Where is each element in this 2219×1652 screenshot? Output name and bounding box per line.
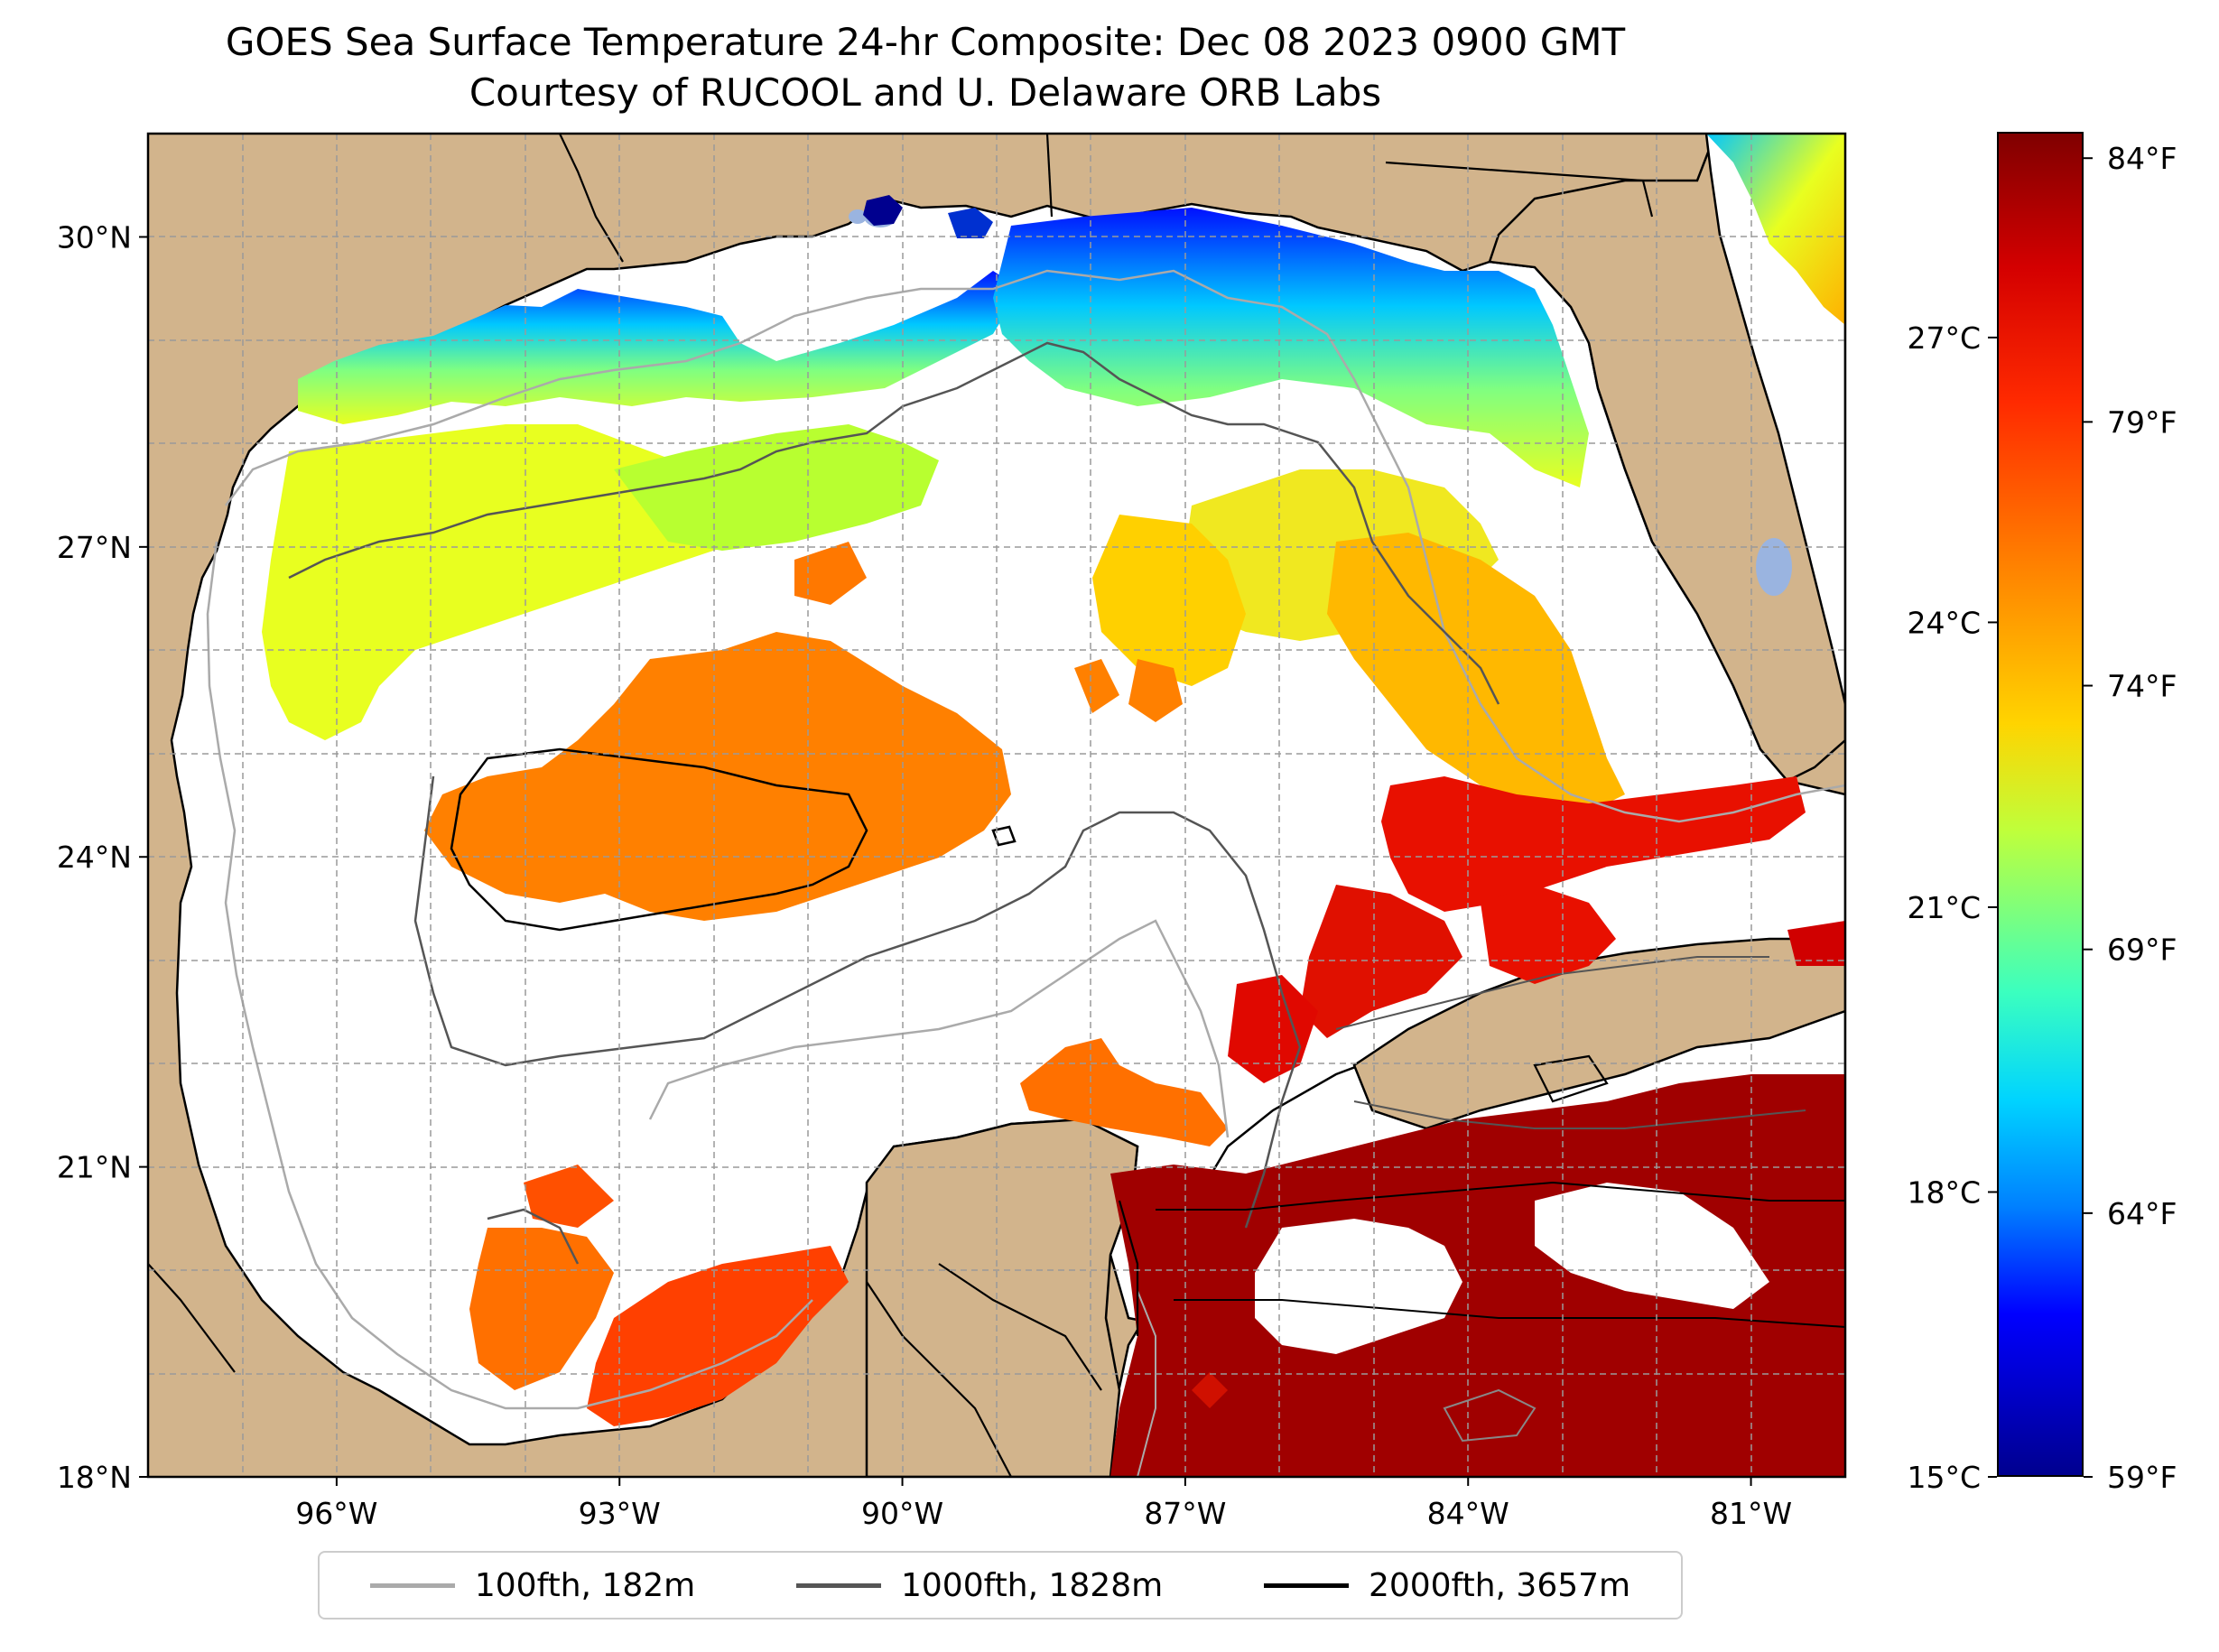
colorbar-c-label: 27°C xyxy=(1907,320,1981,356)
lat-tick-label: 21°N xyxy=(57,1150,132,1185)
legend-item-100fth: 100fth, 182m xyxy=(369,1566,696,1604)
latitude-axis: 18°N 21°N 24°N 27°N 30°N xyxy=(57,219,148,1495)
lat-tick-label: 30°N xyxy=(57,219,132,255)
legend-line-swatch xyxy=(1263,1582,1349,1588)
map-frame xyxy=(146,132,1847,1479)
map-subtitle: Courtesy of RUCOOL and U. Delaware ORB L… xyxy=(469,70,1382,115)
lon-tick-label: 87°W xyxy=(1144,1496,1226,1531)
bathymetry-contours xyxy=(206,269,1845,1477)
lon-tick-label: 81°W xyxy=(1710,1496,1792,1531)
lat-tick-label: 18°N xyxy=(57,1460,132,1495)
yucatan-land xyxy=(865,1118,1139,1477)
colorbar-f-label: 79°F xyxy=(2107,404,2177,440)
legend-label: 1000fth, 1828m xyxy=(901,1566,1164,1604)
legend-item-2000fth: 2000fth, 3657m xyxy=(1263,1566,1631,1604)
legend-line-swatch xyxy=(369,1582,455,1588)
legend-label: 100fth, 182m xyxy=(474,1566,696,1604)
legend-line-swatch xyxy=(796,1582,881,1588)
colorbar-c-label: 18°C xyxy=(1907,1174,1981,1210)
political-borders xyxy=(148,134,1654,1477)
longitude-axis: 96°W 93°W 90°W 87°W 84°W 81°W xyxy=(295,1477,1792,1531)
lon-tick-label: 93°W xyxy=(579,1496,661,1531)
lat-tick-label: 24°N xyxy=(57,840,132,875)
lon-tick-label: 90°W xyxy=(861,1496,943,1531)
lake xyxy=(849,209,867,224)
lake-okeechobee xyxy=(1756,538,1792,596)
colorbar-c-label: 21°C xyxy=(1907,890,1981,925)
colorbar-axis: 84°F 79°F 74°F 69°F 64°F 59°F 27°C 24°C 21°C 18°C… xyxy=(1907,141,2177,1495)
gridlines xyxy=(148,134,1845,1477)
legend-item-1000fth: 1000fth, 1828m xyxy=(796,1567,1163,1604)
lat-tick-label: 27°N xyxy=(57,530,132,565)
sst-data xyxy=(262,134,1845,1477)
colorbar-c-label: 24°C xyxy=(1907,605,1981,640)
lon-tick-label: 84°W xyxy=(1427,1496,1509,1531)
colorbar-f-label: 74°F xyxy=(2107,669,2177,704)
colorbar-f-label: 84°F xyxy=(2107,141,2177,176)
lon-tick-label: 96°W xyxy=(295,1496,377,1531)
colorbar-f-label: 59°F xyxy=(2107,1460,2177,1495)
legend-label: 2000fth, 3657m xyxy=(1368,1566,1631,1604)
temperature-colorbar xyxy=(1997,132,2084,1477)
bathymetry-legend: 100fth, 182m 1000fth, 1828m 2000fth, 365… xyxy=(318,1551,1683,1620)
colorbar-f-label: 69°F xyxy=(2107,933,2177,968)
colorbar-c-label: 15°C xyxy=(1907,1460,1981,1495)
map-title: GOES Sea Surface Temperature 24-hr Compo… xyxy=(225,20,1626,64)
colorbar-f-label: 64°F xyxy=(2107,1196,2177,1231)
